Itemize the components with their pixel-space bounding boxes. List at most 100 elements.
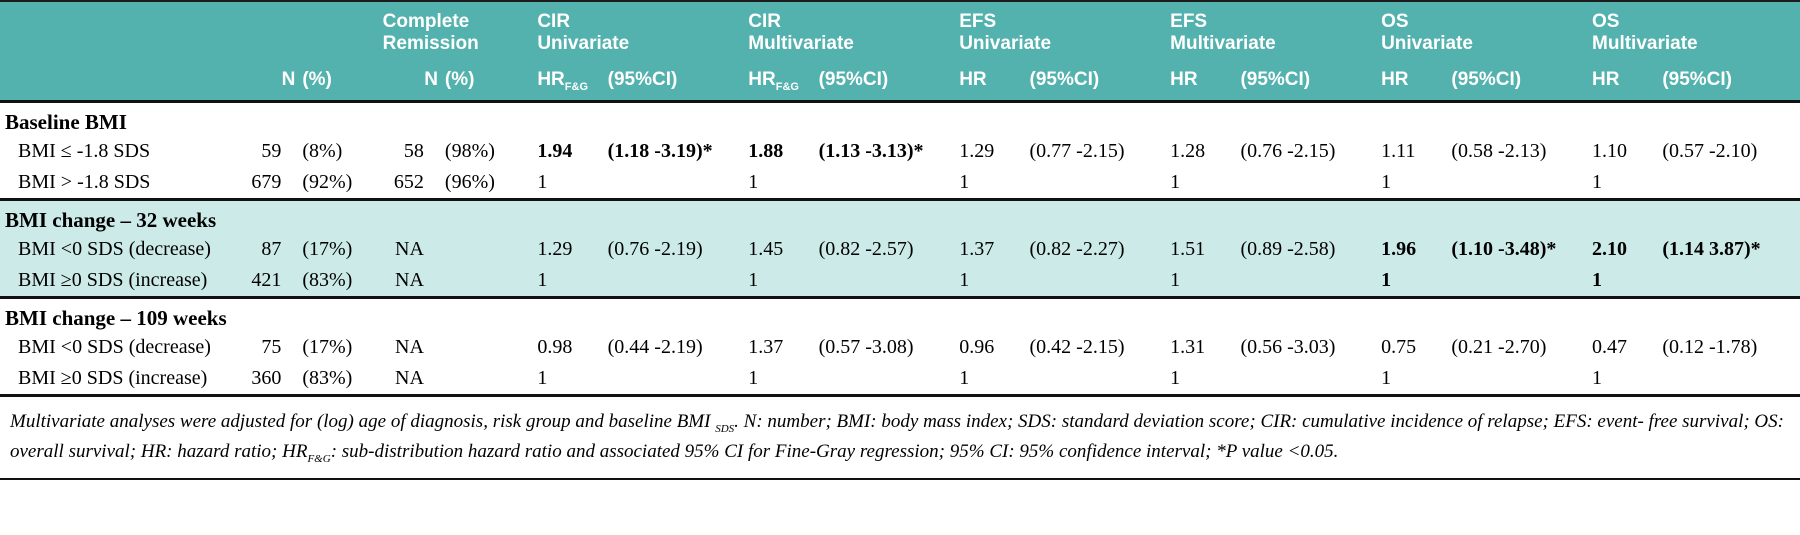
cell-cr-pct: (98%) [441, 136, 535, 168]
cell-cir-multi-ci: (1.13 -3.13)* [815, 136, 957, 168]
group-label-line: Multivariate [748, 32, 854, 54]
group-label-line: Complete [382, 11, 470, 32]
cell-cr-pct [441, 363, 535, 395]
cell-pct: (92%) [299, 167, 380, 200]
cell-efs-multi-ci: (0.56 -3.03) [1237, 332, 1379, 364]
row-label: BMI ≤ -1.8 SDS [0, 136, 242, 168]
cell-efs-uni-hr: 1.37 [956, 234, 1027, 266]
group-label-line: EFS [1170, 11, 1208, 32]
cell-cr-pct [441, 234, 535, 266]
cell-os-uni-ci: (1.10 -3.48)* [1448, 234, 1590, 266]
header-cir-uni-ci: (95%CI) [604, 67, 746, 103]
cell-efs-multi-ci: (0.89 -2.58) [1237, 234, 1379, 266]
header-n: N [241, 67, 300, 103]
cell-efs-uni-hr: 1 [956, 167, 1027, 200]
group-label-line: Remission [382, 32, 479, 54]
cell-efs-uni-ci: (0.42 -2.15) [1026, 332, 1168, 364]
group-label-line: Univariate [959, 32, 1052, 54]
cell-pct: (83%) [299, 265, 380, 298]
cell-pct: (17%) [299, 332, 380, 364]
cell-cr-n: 58 [379, 136, 442, 168]
cell-n: 87 [241, 234, 300, 266]
header-group-os-multivariate: OS Multivariate [1589, 2, 1800, 67]
cell-os-multi-ci [1659, 265, 1800, 298]
cell-efs-uni-ci [1026, 167, 1168, 200]
header-cir-multi-hr: HRF&G [745, 67, 816, 103]
section-header-row: BMI change – 32 weeks [0, 198, 1800, 235]
cell-os-multi-ci: (1.14 3.87)* [1659, 234, 1800, 266]
cell-efs-multi-hr: 1 [1167, 363, 1238, 395]
cell-os-uni-hr: 1 [1378, 363, 1449, 395]
cell-efs-uni-ci [1026, 265, 1168, 298]
cell-cir-multi-hr: 1.88 [745, 136, 816, 168]
cell-efs-uni-ci [1026, 363, 1168, 395]
cell-cir-multi-ci [815, 167, 957, 200]
table-body: Baseline BMI BMI ≤ -1.8 SDS 59 (8%) 58 (… [0, 100, 1800, 395]
header-spacer [0, 2, 242, 67]
cell-pct: (8%) [299, 136, 380, 168]
cell-pct: (17%) [299, 234, 380, 266]
hr-label: HR [537, 69, 565, 90]
cell-pct: (83%) [299, 363, 380, 395]
cell-efs-uni-hr: 1.29 [956, 136, 1027, 168]
hr-fg-subscript: F&G [307, 452, 331, 465]
header-cir-uni-hr: HRF&G [534, 67, 605, 103]
hr-label: HR [748, 69, 776, 90]
header-group-efs-univariate: EFS Univariate [956, 2, 1168, 67]
cell-cir-multi-hr: 1 [745, 265, 816, 298]
cell-n: 75 [241, 332, 300, 364]
section-title: Baseline BMI [0, 100, 1800, 137]
cell-os-multi-hr: 1 [1589, 363, 1660, 395]
cell-cir-uni-ci [604, 363, 746, 395]
cell-efs-uni-ci: (0.82 -2.27) [1026, 234, 1168, 266]
cell-os-multi-hr: 2.10 [1589, 234, 1660, 266]
row-label: BMI ≥0 SDS (increase) [0, 363, 242, 395]
header-os-uni-hr: HR [1378, 67, 1449, 103]
cell-cir-multi-ci: (0.82 -2.57) [815, 234, 957, 266]
cell-cr-pct [441, 332, 535, 364]
cell-efs-multi-ci [1237, 167, 1379, 200]
group-label-line: Univariate [1381, 32, 1473, 54]
table-row: BMI > -1.8 SDS 679 (92%) 652 (96%) 1 1 1… [0, 167, 1800, 200]
group-label-line: OS [1592, 11, 1620, 32]
header-group-row: Complete Remission CIR Univariate CIR Multi… [0, 2, 1800, 67]
header-efs-uni-hr: HR [956, 67, 1027, 103]
cell-efs-multi-hr: 1 [1167, 167, 1238, 200]
row-label: BMI > -1.8 SDS [0, 167, 242, 200]
cell-os-multi-ci [1659, 363, 1800, 395]
cell-cir-uni-ci: (0.44 -2.19) [604, 332, 746, 364]
results-table: Complete Remission CIR Univariate CIR Multi… [0, 2, 1800, 395]
cell-cr-n: 652 [379, 167, 442, 200]
header-group-os-univariate: OS Univariate [1378, 2, 1590, 67]
cell-os-uni-hr: 1.96 [1378, 234, 1449, 266]
cell-os-multi-hr: 1 [1589, 167, 1660, 200]
cell-cir-uni-hr: 1 [534, 167, 605, 200]
cell-os-multi-ci: (0.57 -2.10) [1659, 136, 1800, 168]
cell-os-uni-hr: 1 [1378, 265, 1449, 298]
cell-cir-uni-ci [604, 265, 746, 298]
cell-os-uni-ci [1448, 363, 1590, 395]
header-group-cir-univariate: CIR Univariate [534, 2, 746, 67]
cell-os-uni-ci [1448, 265, 1590, 298]
header-group-complete-remission: Complete Remission [379, 2, 535, 67]
cell-efs-uni-ci: (0.77 -2.15) [1026, 136, 1168, 168]
cell-cir-multi-hr: 1 [745, 363, 816, 395]
footnote-text: : sub-distribution hazard ratio and asso… [330, 440, 1339, 462]
cell-os-uni-ci: (0.58 -2.13) [1448, 136, 1590, 168]
cell-os-multi-ci: (0.12 -1.78) [1659, 332, 1800, 364]
cell-cr-pct: (96%) [441, 167, 535, 200]
cell-n: 679 [241, 167, 300, 200]
header-pct: (%) [299, 67, 380, 103]
cell-efs-multi-hr: 1 [1167, 265, 1238, 298]
group-label-line: Multivariate [1592, 32, 1698, 54]
cell-os-multi-ci [1659, 167, 1800, 200]
row-label: BMI <0 SDS (decrease) [0, 332, 242, 364]
cell-os-uni-hr: 1.11 [1378, 136, 1449, 168]
header-cr-pct: (%) [441, 67, 535, 103]
cell-cir-uni-ci: (0.76 -2.19) [604, 234, 746, 266]
row-label: BMI ≥0 SDS (increase) [0, 265, 242, 298]
header-sub-row: N (%) N (%) HRF&G (95%CI) HRF&G (95%CI) … [0, 67, 1800, 103]
cell-cir-uni-hr: 1.94 [534, 136, 605, 168]
cell-cir-uni-hr: 1 [534, 265, 605, 298]
table-row: BMI ≥0 SDS (increase) 421 (83%) NA 1 1 1… [0, 265, 1800, 298]
